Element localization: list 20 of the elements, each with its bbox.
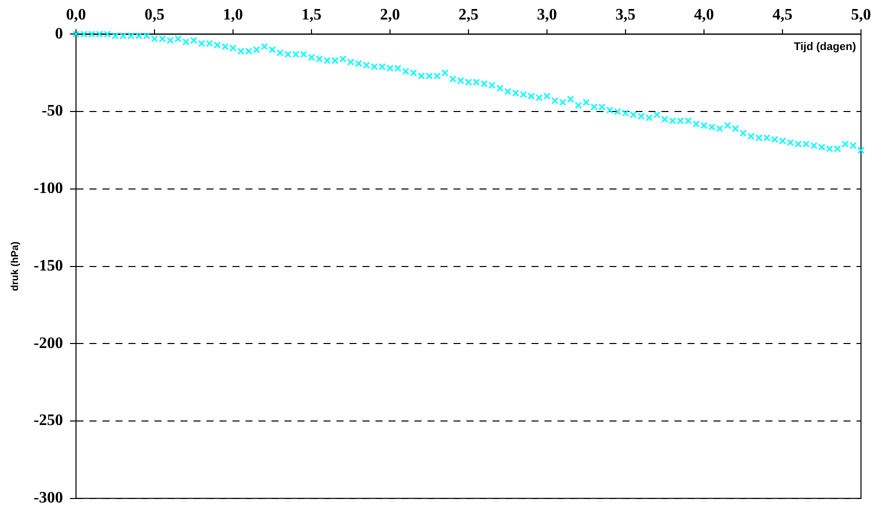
y-tick-label: -100 <box>34 180 63 198</box>
x-tick-label: 1,5 <box>302 6 322 24</box>
y-tick-label: -50 <box>42 102 63 120</box>
x-tick-label: 2,5 <box>458 6 478 24</box>
y-tick-label: -250 <box>34 412 63 430</box>
x-tick-label: 4,5 <box>772 6 792 24</box>
y-tick-label: -300 <box>34 490 63 507</box>
x-tick-label: 5,0 <box>851 6 871 24</box>
y-tick-label: -200 <box>34 334 63 352</box>
y-axis-title: druk (hPa) <box>10 242 21 292</box>
x-tick-label: 4,0 <box>694 6 714 24</box>
x-tick-label: 2,0 <box>380 6 400 24</box>
y-tick-label: -150 <box>34 257 63 274</box>
x-axis-title: Tijd (dagen) <box>794 41 856 54</box>
x-tick-label: 1,0 <box>223 6 243 24</box>
y-tick-label: 0 <box>55 25 63 42</box>
x-tick-label: 0,0 <box>66 6 86 24</box>
x-tick-label: 3,0 <box>537 6 557 24</box>
x-tick-label: 3,5 <box>616 6 636 24</box>
x-tick-label: 0,5 <box>144 6 164 24</box>
